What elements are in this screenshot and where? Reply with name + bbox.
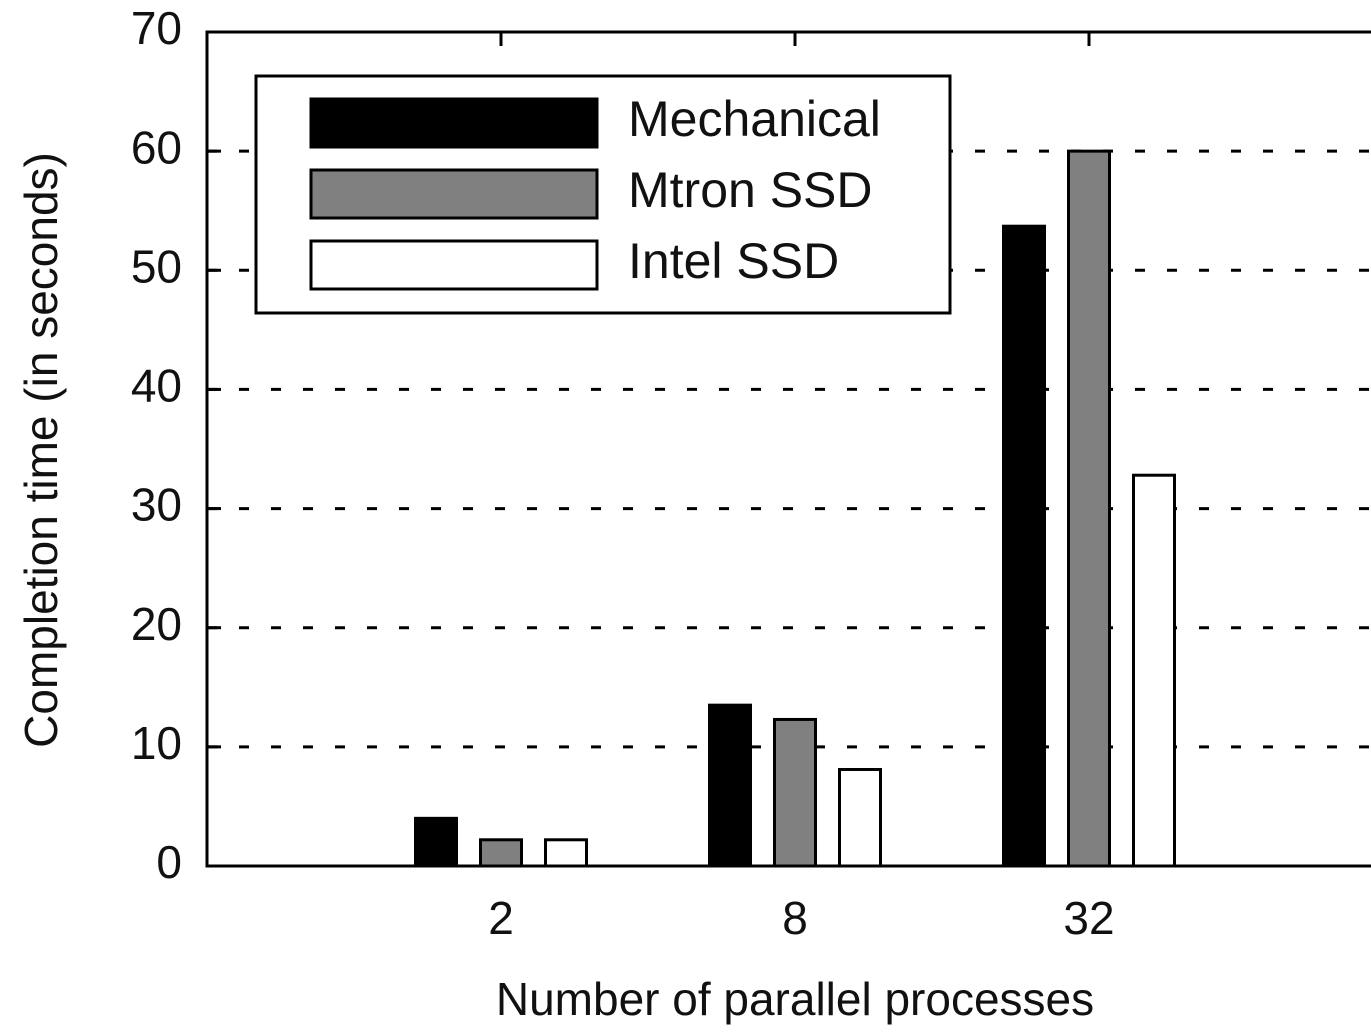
legend-label: Mechanical [628,91,881,147]
y-tick-label: 40 [131,360,182,412]
bar [838,767,882,868]
x-axis-label: Number of parallel processes [496,973,1094,1025]
bar [414,816,458,868]
legend-swatch [309,239,599,291]
legend-label: Mtron SSD [628,162,873,218]
bar [773,717,817,868]
y-tick-label: 70 [131,2,182,54]
y-tick-label: 0 [156,836,182,888]
bar [544,838,588,868]
y-tick-label: 60 [131,121,182,173]
y-tick-label: 10 [131,717,182,769]
legend-label: Intel SSD [628,233,839,289]
y-tick-label: 30 [131,479,182,531]
bar [479,838,523,868]
plot-frame [205,30,1371,868]
legend-swatch [309,168,599,220]
bar [708,703,752,868]
legend-swatch [309,97,599,149]
y-tick-label: 20 [131,598,182,650]
y-axis-label: Completion time (in seconds) [15,152,67,748]
x-tick-label: 32 [1063,892,1114,944]
x-tick-label: 2 [488,892,514,944]
bar [1132,473,1176,868]
y-tick-label: 50 [131,240,182,292]
x-tick-label: 8 [782,892,808,944]
bar [1002,224,1046,868]
bar [1067,149,1111,868]
